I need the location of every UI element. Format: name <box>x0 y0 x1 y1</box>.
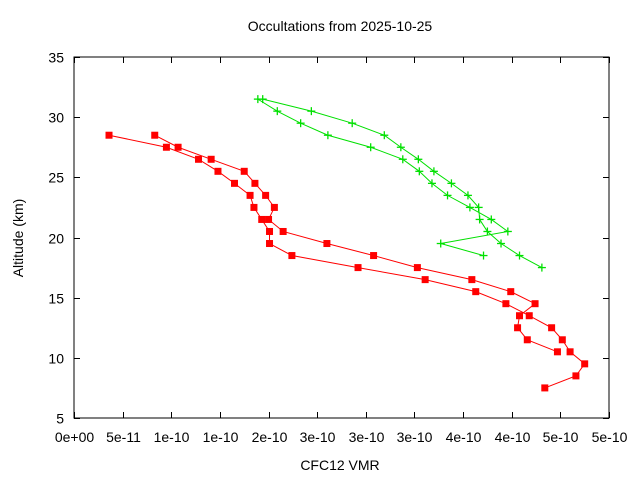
plus-marker-icon <box>463 191 472 200</box>
square-marker-icon <box>507 288 515 296</box>
x-axis-ticks: 0e+00 5e-11 1e-10 1e-10 2e-10 3e-10 3e-10 3e-10… <box>55 57 628 445</box>
green-profile-2-series <box>253 95 512 260</box>
square-marker-icon <box>525 312 533 320</box>
plus-marker-icon <box>415 167 424 176</box>
plus-marker-icon <box>398 155 407 164</box>
x-tick-label: 3e-10 <box>397 429 433 445</box>
square-marker-icon <box>250 203 258 211</box>
x-tick-label: 1e-10 <box>154 429 190 445</box>
square-marker-icon <box>523 336 531 344</box>
square-marker-icon <box>581 360 589 368</box>
y-tick-label: 25 <box>48 170 64 186</box>
plus-marker-icon <box>414 155 423 164</box>
x-tick-label: 2e-10 <box>252 429 288 445</box>
x-tick-label: 4e-10 <box>495 429 531 445</box>
x-tick-label: 5e-10 <box>543 429 579 445</box>
y-tick-label: 5 <box>56 411 64 427</box>
square-marker-icon <box>354 264 362 272</box>
plus-marker-icon <box>273 107 282 116</box>
square-marker-icon <box>548 324 556 332</box>
square-marker-icon <box>279 227 287 235</box>
square-marker-icon <box>266 240 274 248</box>
square-marker-icon <box>151 131 159 139</box>
green-profile-1-series <box>258 95 546 272</box>
square-marker-icon <box>262 191 270 199</box>
plus-marker-icon <box>296 119 305 128</box>
y-tick-label: 20 <box>48 231 64 247</box>
square-marker-icon <box>288 252 296 260</box>
plus-marker-icon <box>447 179 456 188</box>
plus-marker-icon <box>443 191 452 200</box>
square-marker-icon <box>516 312 524 320</box>
square-marker-icon <box>553 348 561 356</box>
plus-marker-icon <box>253 95 262 104</box>
square-marker-icon <box>514 324 522 332</box>
square-marker-icon <box>502 300 510 308</box>
plus-marker-icon <box>474 203 483 212</box>
square-marker-icon <box>541 384 549 392</box>
plus-marker-icon <box>465 203 474 212</box>
plus-marker-icon <box>475 215 484 224</box>
y-axis-ticks: 5 10 15 20 25 30 35 <box>48 50 609 427</box>
red-profile-1-series <box>105 131 589 392</box>
x-tick-label: 1e-10 <box>203 429 239 445</box>
x-tick-label: 5e-11 <box>106 429 141 445</box>
plus-marker-icon <box>307 107 316 116</box>
square-marker-icon <box>472 288 480 296</box>
square-marker-icon <box>240 167 248 175</box>
x-tick-label: 3e-10 <box>300 429 336 445</box>
plus-marker-icon <box>427 179 436 188</box>
square-marker-icon <box>468 276 476 284</box>
square-marker-icon <box>214 167 222 175</box>
square-marker-icon <box>246 191 254 199</box>
plus-marker-icon <box>537 263 546 272</box>
x-tick-label: 0e+00 <box>55 429 95 445</box>
square-marker-icon <box>266 227 274 235</box>
square-marker-icon <box>195 155 203 163</box>
square-marker-icon <box>231 179 238 187</box>
plus-marker-icon <box>429 167 438 176</box>
square-marker-icon <box>258 215 266 223</box>
plus-marker-icon <box>323 131 332 140</box>
plus-marker-icon <box>483 227 492 236</box>
square-marker-icon <box>162 143 170 151</box>
axes-frame <box>73 56 610 419</box>
plus-marker-icon <box>436 239 445 248</box>
plus-marker-icon <box>515 251 524 260</box>
square-marker-icon <box>265 215 273 223</box>
chart-title: Occultations from 2025-10-25 <box>247 18 433 34</box>
x-tick-label: 4e-10 <box>446 429 482 445</box>
square-marker-icon <box>572 372 580 380</box>
plus-marker-icon <box>366 143 375 152</box>
square-marker-icon <box>558 336 566 344</box>
x-tick-label: 3e-10 <box>349 429 385 445</box>
square-marker-icon <box>566 348 574 356</box>
square-marker-icon <box>323 240 331 248</box>
plus-marker-icon <box>497 239 506 248</box>
square-marker-icon <box>207 155 215 163</box>
square-marker-icon <box>174 143 182 151</box>
x-axis-label: CFC12 VMR <box>300 457 380 473</box>
y-tick-label: 30 <box>48 110 64 126</box>
plus-marker-icon <box>396 143 405 152</box>
square-marker-icon <box>370 252 378 260</box>
square-marker-icon <box>251 179 259 187</box>
plus-marker-icon <box>380 131 389 140</box>
square-marker-icon <box>413 264 421 272</box>
plus-marker-icon <box>487 215 496 224</box>
square-marker-icon <box>105 131 113 139</box>
data-series <box>105 95 589 392</box>
square-marker-icon <box>421 276 429 284</box>
square-marker-icon <box>270 203 278 211</box>
plus-marker-icon <box>503 227 512 236</box>
plus-marker-icon <box>479 251 488 260</box>
y-tick-label: 15 <box>48 291 64 307</box>
red-profile-2-series <box>151 131 561 356</box>
plus-marker-icon <box>348 119 357 128</box>
square-marker-icon <box>531 300 539 308</box>
y-tick-label: 10 <box>48 351 64 367</box>
y-tick-label: 35 <box>48 50 64 66</box>
x-tick-label: 5e-10 <box>592 429 628 445</box>
